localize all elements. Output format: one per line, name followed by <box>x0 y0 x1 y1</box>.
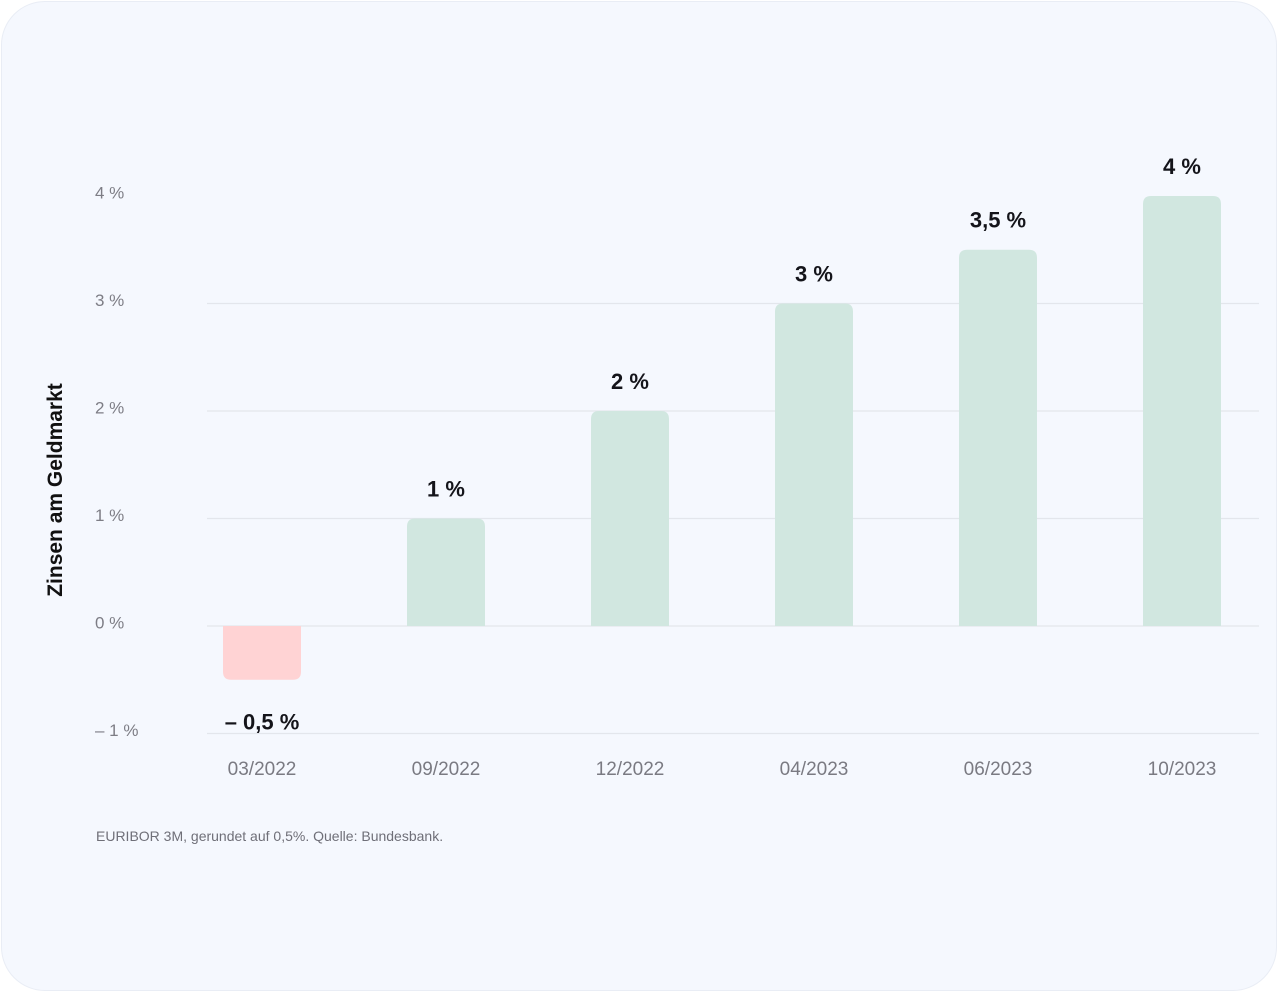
bar-value-label: 1 % <box>427 476 465 501</box>
bar <box>1143 196 1221 626</box>
y-tick-label: 4 % <box>95 183 124 202</box>
bar <box>775 303 853 626</box>
bar <box>407 518 485 626</box>
bar <box>959 249 1037 626</box>
bar <box>223 626 301 680</box>
bar-value-label: 4 % <box>1163 154 1201 179</box>
bar-value-label: 3 % <box>795 261 833 286</box>
bar-value-label: 3,5 % <box>970 208 1026 233</box>
x-tick-label: 03/2022 <box>228 759 297 780</box>
bar-value-label: – 0,5 % <box>225 710 300 735</box>
x-tick-label: 06/2023 <box>964 759 1033 780</box>
y-tick-label: 0 % <box>95 613 124 632</box>
bar-value-label: 2 % <box>611 369 649 394</box>
bar <box>591 411 669 626</box>
y-tick-label: – 1 % <box>95 721 138 740</box>
y-tick-label: 3 % <box>95 291 124 310</box>
y-tick-label: 2 % <box>95 398 124 417</box>
source-caption: EURIBOR 3M, gerundet auf 0,5%. Quelle: B… <box>96 828 444 844</box>
x-tick-label: 10/2023 <box>1148 759 1217 780</box>
y-tick-label: 1 % <box>95 506 124 525</box>
x-tick-label: 04/2023 <box>780 759 849 780</box>
x-tick-label: 09/2022 <box>412 759 481 780</box>
x-tick-label: 12/2022 <box>596 759 665 780</box>
